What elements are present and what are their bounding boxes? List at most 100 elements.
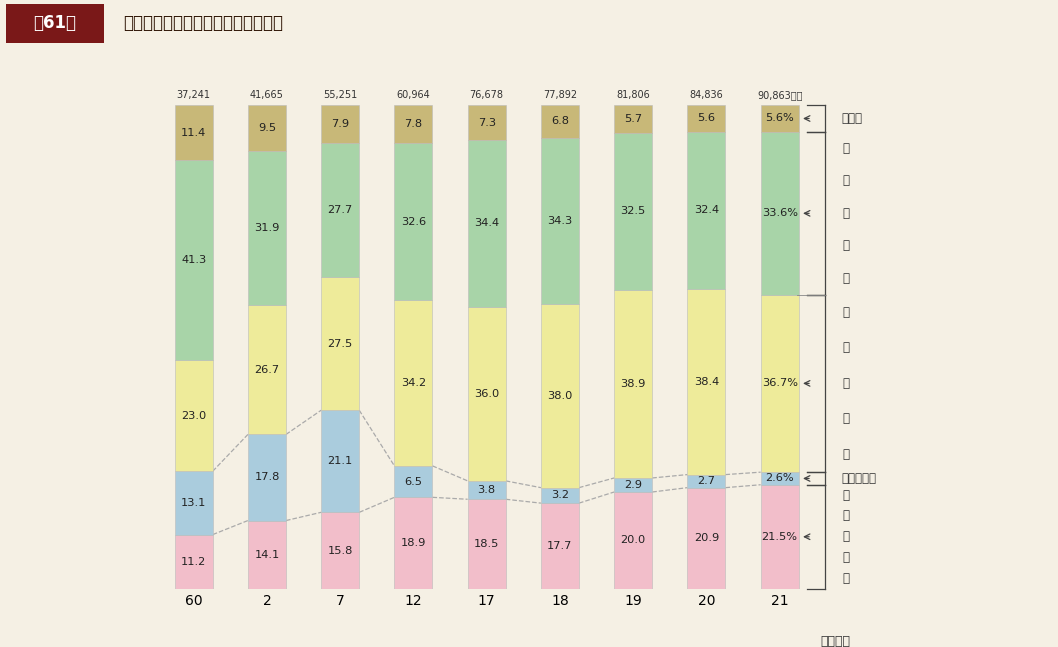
Text: 社: 社 (843, 488, 850, 501)
Text: 36.7%: 36.7% (762, 378, 798, 388)
Bar (688, 105, 726, 132)
Text: 児: 児 (843, 306, 850, 319)
Bar (541, 503, 579, 589)
Bar (322, 512, 360, 589)
Text: 護: 護 (843, 239, 850, 252)
Text: 55,251: 55,251 (323, 90, 358, 100)
Bar (248, 151, 286, 305)
Bar (468, 105, 506, 140)
Text: 36.0: 36.0 (474, 389, 499, 399)
Text: 5.6: 5.6 (697, 113, 715, 124)
Text: 福: 福 (843, 531, 850, 543)
Text: 84,836: 84,836 (690, 90, 724, 100)
Text: 保: 保 (843, 207, 850, 220)
Text: 76,678: 76,678 (470, 90, 504, 100)
Text: 5.7: 5.7 (624, 114, 642, 124)
Bar (248, 305, 286, 434)
Text: 7.3: 7.3 (477, 118, 496, 127)
Text: 37,241: 37,241 (177, 90, 211, 100)
Bar (688, 488, 726, 589)
Text: 31.9: 31.9 (254, 223, 279, 233)
Text: 34.3: 34.3 (547, 216, 572, 226)
Bar (322, 105, 360, 143)
Text: 17.8: 17.8 (254, 472, 279, 483)
Text: 26.7: 26.7 (254, 365, 279, 375)
Bar (541, 304, 579, 488)
Text: 34.4: 34.4 (474, 219, 499, 228)
Text: 18.9: 18.9 (401, 538, 426, 548)
Bar (395, 300, 433, 466)
Text: 6.5: 6.5 (404, 477, 422, 487)
Bar (248, 105, 286, 151)
Bar (541, 105, 579, 138)
Text: 27.5: 27.5 (328, 339, 352, 349)
Bar (322, 277, 360, 410)
Text: 15.8: 15.8 (328, 545, 353, 556)
Bar (395, 105, 433, 143)
Text: 27.7: 27.7 (328, 205, 352, 215)
Text: 33.6%: 33.6% (762, 208, 798, 218)
Text: 福: 福 (843, 377, 850, 390)
Bar (541, 488, 579, 503)
Text: 41.3: 41.3 (181, 255, 206, 265)
Bar (322, 143, 360, 277)
Text: 41,665: 41,665 (250, 90, 284, 100)
Text: 3.8: 3.8 (477, 485, 496, 495)
Text: 9.5: 9.5 (258, 123, 276, 133)
Text: 2.6%: 2.6% (765, 474, 794, 483)
Text: 38.0: 38.0 (547, 391, 572, 400)
Text: 7.8: 7.8 (404, 119, 422, 129)
Bar (395, 143, 433, 300)
Bar (614, 290, 652, 478)
Text: 20.9: 20.9 (694, 533, 719, 543)
Bar (468, 307, 506, 481)
Text: 11.2: 11.2 (181, 556, 206, 567)
Text: 32.5: 32.5 (621, 206, 645, 216)
Bar (468, 499, 506, 589)
Bar (761, 485, 799, 589)
Bar (761, 472, 799, 485)
Text: 3.2: 3.2 (551, 490, 569, 500)
Text: 費: 費 (843, 572, 850, 585)
Text: 費: 費 (843, 448, 850, 461)
Text: 90,863億円: 90,863億円 (756, 90, 802, 100)
Bar (688, 132, 726, 289)
Bar (468, 140, 506, 307)
Text: 会: 会 (843, 509, 850, 523)
Bar (688, 289, 726, 475)
Text: 14.1: 14.1 (254, 550, 279, 560)
Text: 老人福祉費: 老人福祉費 (841, 472, 876, 485)
Text: 20.0: 20.0 (621, 535, 645, 545)
Text: 60,964: 60,964 (397, 90, 431, 100)
Text: その他: その他 (841, 112, 862, 125)
Text: 扶助費の目的別内訳の構成比の推移: 扶助費の目的別内訳の構成比の推移 (123, 14, 282, 32)
Bar (175, 534, 213, 589)
Bar (175, 160, 213, 360)
Bar (175, 471, 213, 534)
Text: 21.1: 21.1 (328, 456, 352, 466)
Text: 32.6: 32.6 (401, 217, 426, 226)
Bar (761, 294, 799, 472)
Bar (468, 481, 506, 499)
Bar (761, 132, 799, 294)
Bar (395, 498, 433, 589)
Text: 童: 童 (843, 342, 850, 355)
Text: 77,892: 77,892 (543, 90, 577, 100)
Text: （年度）: （年度） (820, 635, 850, 647)
Text: 祉: 祉 (843, 551, 850, 564)
Bar (688, 475, 726, 488)
Text: 6.8: 6.8 (551, 116, 569, 126)
Bar (614, 478, 652, 492)
Text: 38.4: 38.4 (694, 377, 719, 387)
Bar (175, 360, 213, 471)
Text: 生: 生 (843, 142, 850, 155)
Bar (761, 105, 799, 132)
Text: 7.9: 7.9 (331, 119, 349, 129)
Bar (614, 105, 652, 133)
Text: 祉: 祉 (843, 412, 850, 425)
Bar (614, 133, 652, 290)
FancyBboxPatch shape (6, 4, 104, 43)
Bar (248, 434, 286, 521)
Text: 13.1: 13.1 (181, 498, 206, 508)
Text: 活: 活 (843, 174, 850, 188)
